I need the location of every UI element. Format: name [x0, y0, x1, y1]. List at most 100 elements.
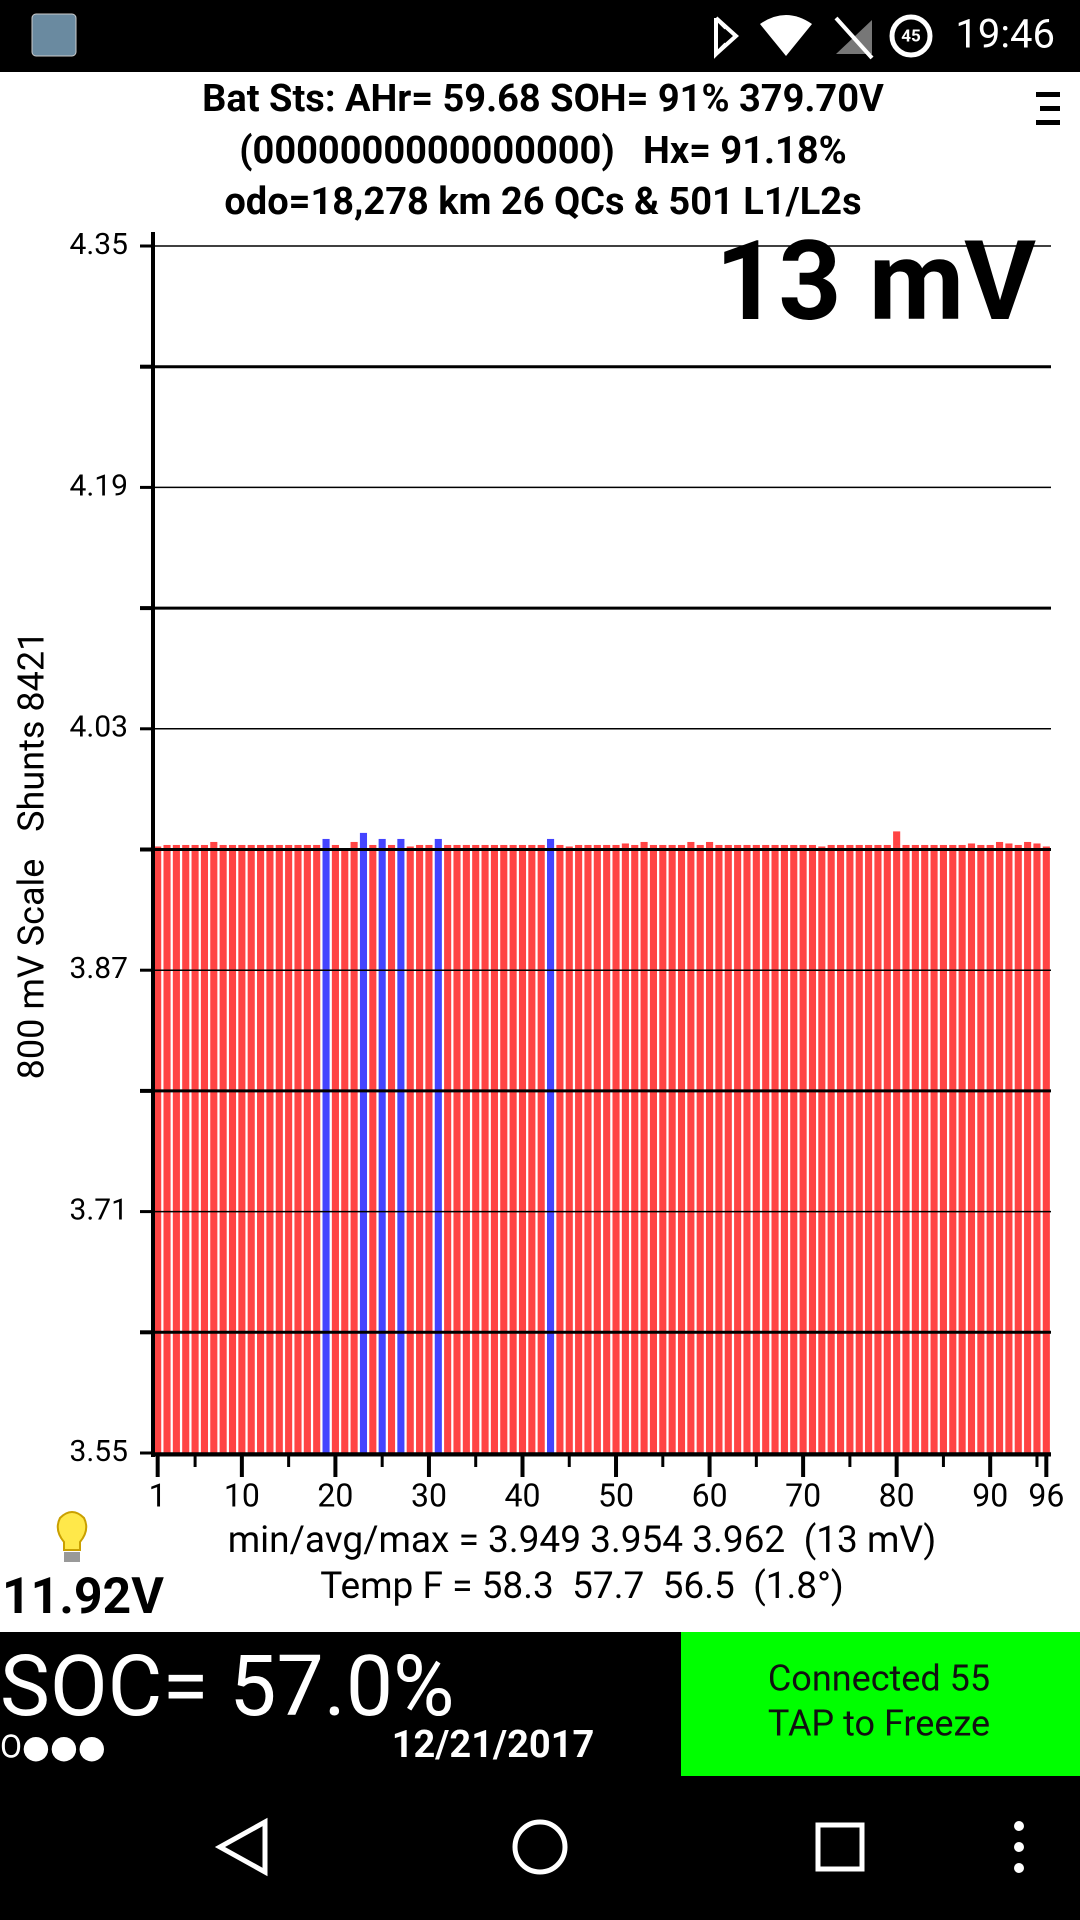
bar: [182, 844, 190, 1453]
bar: [818, 846, 826, 1453]
bar: [762, 844, 770, 1453]
battery-level: 45: [901, 26, 921, 46]
x-tick-label: 90: [972, 1476, 1008, 1514]
menu-button[interactable]: [1036, 92, 1060, 125]
bar: [883, 844, 891, 1453]
bar: [836, 844, 845, 1453]
bar: [172, 844, 180, 1453]
bar: [313, 844, 321, 1453]
bar: [1042, 846, 1050, 1453]
bulb-icon[interactable]: [56, 1511, 88, 1551]
bar: [715, 844, 723, 1453]
bar: [163, 844, 171, 1453]
bar: [687, 841, 695, 1453]
app-icon: [31, 13, 77, 57]
bar: [855, 844, 863, 1453]
dot: [1014, 1842, 1024, 1852]
connect-line: Connected 55: [768, 1658, 990, 1700]
y-tick-label: 3.55: [70, 1434, 129, 1469]
bulb-base: [64, 1552, 80, 1562]
soc: SOC= 57.0%: [0, 1637, 455, 1736]
status-bar: [0, 0, 1080, 72]
bar: [780, 844, 788, 1453]
chart[interactable]: 3.55 3.71 3.87 4.03 4.19 4.35 1 10 20 30 40 50 60 70 8…: [70, 227, 1065, 1515]
bar: [565, 846, 573, 1453]
cell-stats: min/avg/max = 3.949 3.954 3.962 (13 mV): [228, 1519, 937, 1562]
wifi-icon: [760, 15, 812, 56]
clock: 19:46: [955, 11, 1055, 58]
dots: O●●●: [0, 1727, 106, 1765]
nav-bar: [0, 1776, 1080, 1920]
x-tick-label: 70: [785, 1476, 821, 1514]
bar: [546, 838, 555, 1453]
bar: [958, 844, 966, 1453]
bar: [584, 844, 592, 1453]
bar: [668, 844, 676, 1453]
bar: [257, 844, 265, 1453]
bar: [724, 844, 732, 1453]
signal-off: [834, 16, 874, 60]
y-tick-label: 4.03: [70, 710, 129, 745]
bar: [790, 844, 798, 1453]
dot: [1014, 1863, 1024, 1873]
bar: [677, 844, 686, 1453]
bar: [154, 846, 162, 1453]
menu-bar: [1036, 92, 1060, 97]
x-tick-label: 30: [411, 1476, 447, 1514]
bar: [453, 844, 461, 1453]
bar: [275, 844, 283, 1453]
bar: [603, 844, 611, 1453]
bar: [752, 844, 760, 1453]
x-tick-label: 10: [224, 1476, 260, 1514]
bar: [1005, 843, 1013, 1453]
bar: [247, 844, 255, 1453]
bar: [322, 838, 330, 1453]
back-button[interactable]: [214, 1817, 268, 1877]
bar: [1014, 844, 1022, 1453]
y-tick-label: 4.19: [70, 468, 129, 503]
bar: [378, 838, 386, 1453]
bar: [631, 844, 639, 1453]
bar: [977, 844, 985, 1453]
bar: [228, 844, 237, 1453]
bar: [556, 844, 564, 1453]
bar: [743, 844, 751, 1453]
bar: [640, 841, 648, 1453]
bar: [659, 844, 667, 1453]
bar: [911, 844, 919, 1453]
bar: [902, 844, 910, 1453]
x-tick-label: 50: [598, 1476, 634, 1514]
home-button[interactable]: [512, 1819, 568, 1875]
overflow-button[interactable]: [1014, 1821, 1024, 1873]
bar: [303, 844, 311, 1453]
bar: [621, 843, 629, 1453]
bar: [200, 844, 209, 1453]
bar: [285, 844, 293, 1453]
bar: [612, 844, 620, 1453]
connect-button[interactable]: Connected 55 TAP to Freeze: [681, 1632, 1080, 1776]
bluetooth-icon: [714, 16, 739, 59]
bar: [995, 841, 1004, 1453]
x-tick-label: 1: [149, 1476, 167, 1514]
bar: [238, 844, 246, 1453]
x-tick-label: 40: [505, 1476, 541, 1514]
recents-button[interactable]: [815, 1822, 865, 1872]
bar: [734, 844, 742, 1453]
bar: [808, 844, 817, 1453]
bar: [706, 841, 714, 1453]
bar: [874, 844, 882, 1453]
bar: [575, 844, 583, 1453]
bar: [846, 844, 854, 1453]
bar: [528, 844, 536, 1453]
bar: [444, 844, 452, 1453]
x-tick-label: 20: [317, 1476, 353, 1514]
bar: [949, 844, 957, 1453]
bar: [967, 843, 976, 1453]
header-line: odo=18,278 km 26 QCs & 501 L1/L2s: [224, 180, 861, 224]
bar: [191, 844, 199, 1453]
y-tick-label: 3.71: [70, 1193, 129, 1228]
bar: [939, 844, 947, 1453]
y-tick-label: 3.87: [70, 951, 129, 986]
date: 12/21/2017: [392, 1723, 595, 1767]
